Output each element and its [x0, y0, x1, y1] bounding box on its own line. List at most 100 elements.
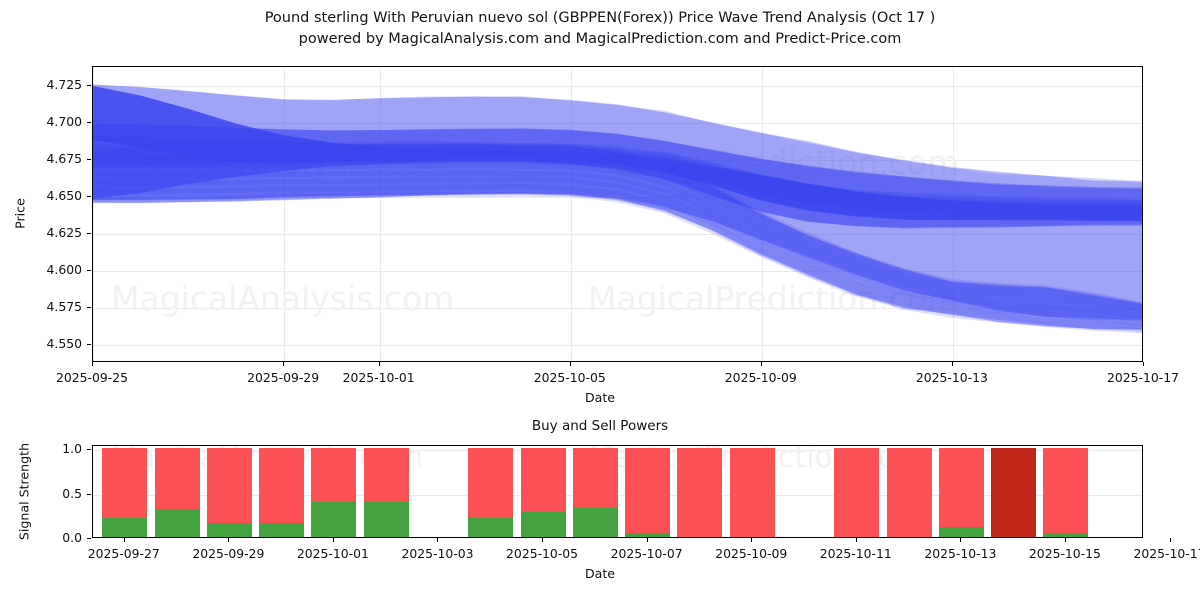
- buy-power-segment: [259, 522, 305, 537]
- axis-tick-mark: [960, 538, 962, 542]
- signal-bar[interactable]: [468, 448, 514, 537]
- price-y-tick-label: 4.600: [46, 261, 82, 277]
- signal-x-tick-label: 2025-10-15: [1028, 546, 1101, 561]
- price-y-tick-label: 4.625: [46, 224, 82, 240]
- axis-tick-mark: [87, 121, 91, 123]
- signal-bar[interactable]: [259, 448, 305, 537]
- signal-y-tick-label: 0.5: [62, 485, 82, 501]
- signal-bar[interactable]: [154, 448, 200, 537]
- watermark-text: MagicalPrediction.com: [588, 143, 960, 182]
- price-chart-x-axis-label: Date: [584, 390, 616, 405]
- wave-lower-strand: [93, 191, 1142, 334]
- sell-power-segment: [625, 448, 671, 537]
- wave-band: [93, 85, 1142, 221]
- wave-band: [93, 138, 1142, 330]
- price-x-tick-label: 2025-09-29: [247, 370, 320, 385]
- wave-center-strand: [93, 153, 1142, 216]
- sell-power-segment: [938, 448, 984, 537]
- wave-lower-strand: [93, 135, 1142, 308]
- signal-x-tick-label: 2025-10-11: [819, 546, 892, 561]
- signal-bar[interactable]: [1043, 448, 1089, 537]
- signal-bar[interactable]: [206, 448, 252, 537]
- signal-x-tick-label: 2025-10-13: [924, 546, 997, 561]
- buy-power-segment: [206, 522, 252, 537]
- buy-power-segment: [311, 501, 357, 537]
- wave-lower-strand: [93, 170, 1142, 322]
- price-x-tick-label: 2025-10-01: [342, 370, 415, 385]
- sell-power-segment: [259, 448, 305, 537]
- axis-tick-mark: [92, 362, 93, 366]
- buy-power-segment: [363, 501, 409, 537]
- price-gridline-v: [93, 67, 94, 361]
- wave-lower-strand: [93, 144, 1142, 311]
- axis-tick-mark: [87, 343, 91, 345]
- signal-y-tick-label: 1.0: [62, 441, 82, 457]
- buy-power-segment: [154, 508, 200, 537]
- price-x-tick-label: 2025-10-13: [915, 370, 988, 385]
- sell-power-segment: [991, 448, 1037, 537]
- wave-center-strand: [93, 156, 1142, 218]
- price-wave-chart-plot-area: MagicalAnalysis.com MagicalPrediction.com…: [92, 66, 1143, 362]
- signal-bar[interactable]: [520, 448, 566, 537]
- price-gridline-h: [93, 159, 1142, 161]
- price-wave-bands: [93, 84, 1142, 334]
- price-y-tick-label: 4.650: [46, 187, 82, 203]
- signal-bar[interactable]: [572, 448, 618, 537]
- signal-bar[interactable]: [938, 448, 984, 537]
- signal-bar[interactable]: [677, 448, 723, 537]
- axis-tick-mark: [855, 538, 857, 542]
- price-gridline-v: [379, 67, 381, 361]
- wave-lower-strand: [93, 162, 1142, 318]
- axis-tick-mark: [542, 538, 544, 542]
- signal-bar[interactable]: [625, 448, 671, 537]
- wave-center-strand: [93, 157, 1142, 220]
- price-gridline-h: [93, 270, 1142, 272]
- signal-bar[interactable]: [102, 448, 148, 537]
- buy-power-segment: [102, 517, 148, 537]
- chart-title-block: Pound sterling With Peruvian nuevo sol (…: [0, 8, 1200, 50]
- price-gridline-v: [761, 67, 763, 361]
- signal-x-tick-label: 2025-10-05: [506, 546, 579, 561]
- axis-tick-mark: [1143, 362, 1144, 366]
- buy-power-segment: [520, 512, 566, 537]
- axis-tick-mark: [283, 362, 285, 366]
- wave-band: [93, 123, 1142, 228]
- signal-bar[interactable]: [886, 448, 932, 537]
- axis-tick-mark: [87, 232, 91, 234]
- watermark-text: MagicalAnalysis.com: [111, 143, 455, 182]
- axis-tick-mark: [228, 538, 230, 542]
- signal-bar[interactable]: [363, 448, 409, 537]
- buy-power-segment: [572, 507, 618, 537]
- signal-x-tick-label: 2025-10-17: [1133, 546, 1200, 561]
- wave-band: [93, 86, 1142, 221]
- watermark-text: MagicalAnalysis.com: [111, 279, 455, 318]
- price-gridline-h: [93, 307, 1142, 309]
- wave-band: [93, 86, 1142, 221]
- axis-tick-mark: [87, 84, 91, 86]
- axis-tick-mark: [332, 538, 334, 542]
- buy-power-segment: [938, 527, 984, 537]
- signal-bar[interactable]: [729, 448, 775, 537]
- wave-band: [93, 138, 1142, 331]
- axis-tick-mark: [87, 269, 91, 271]
- signal-bar[interactable]: [991, 448, 1037, 537]
- axis-tick-mark: [751, 538, 753, 542]
- axis-tick-mark: [951, 362, 953, 366]
- sell-power-segment: [886, 448, 932, 537]
- price-x-tick-label: 2025-09-25: [55, 370, 128, 385]
- axis-tick-mark: [1169, 538, 1171, 542]
- signal-bar[interactable]: [834, 448, 880, 537]
- axis-tick-mark: [760, 362, 762, 366]
- price-gridline-v: [570, 67, 572, 361]
- wave-lower-strand: [93, 176, 1142, 326]
- buy-power-segment: [468, 517, 514, 537]
- wave-center-strand: [93, 151, 1142, 214]
- axis-tick-mark: [87, 195, 91, 197]
- signal-bar[interactable]: [311, 448, 357, 537]
- wave-lower-strand: [93, 152, 1142, 315]
- wave-band: [93, 84, 1142, 320]
- signal-chart-x-axis-label: Date: [584, 566, 616, 581]
- price-y-tick-label: 4.675: [46, 150, 82, 166]
- price-y-tick-label: 4.700: [46, 113, 82, 129]
